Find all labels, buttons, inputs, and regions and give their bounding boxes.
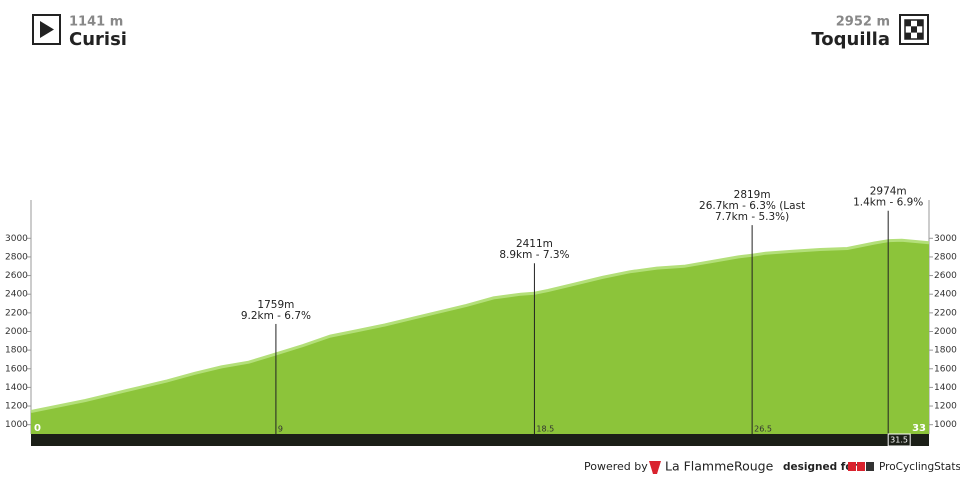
y-tick-label: 2400: [5, 290, 28, 300]
marker-detail: 26.7km - 6.3% (Last: [699, 200, 805, 212]
finish-altitude: 2952 m: [836, 15, 890, 30]
y-tick-label: 1800: [5, 346, 28, 356]
y-tick-label: 1600: [934, 364, 957, 374]
marker-elevation: 2411m: [516, 238, 553, 250]
finish-name: Toquilla: [811, 29, 890, 50]
marker-detail: 8.9km - 7.3%: [499, 249, 569, 261]
marker-detail: 9.2km - 6.7%: [241, 310, 311, 322]
y-tick-label: 1400: [934, 383, 957, 393]
start-altitude: 1141 m: [69, 15, 123, 30]
y-tick-label: 2000: [5, 327, 28, 337]
y-tick-label: 2000: [934, 327, 957, 337]
x-tick-box: [887, 433, 911, 447]
start-icon: [32, 14, 61, 45]
x-end-label: 33: [912, 423, 926, 434]
distance-bar: [31, 434, 929, 446]
y-tick-label: 1800: [934, 346, 957, 356]
x-tick-label: 26.5: [754, 425, 772, 434]
y-tick-label: 1600: [5, 364, 28, 374]
y-tick-label: 2200: [5, 308, 28, 318]
marker-detail: 1.4km - 6.9%: [853, 197, 923, 209]
elevation-area: [31, 240, 929, 434]
y-tick-label: 2400: [934, 290, 957, 300]
footer-designed: designed for: [783, 461, 859, 473]
marker-elevation: 2819m: [734, 189, 771, 201]
y-tick-label: 1200: [934, 402, 957, 412]
marker-detail: 7.7km - 5.3%): [715, 211, 789, 223]
y-tick-label: 3000: [5, 234, 28, 244]
site-logo: [848, 462, 874, 471]
y-tick-label: 3000: [934, 234, 957, 244]
marker-elevation: 2974m: [870, 186, 907, 198]
footer-powered: Powered by: [584, 460, 648, 473]
y-tick-label: 2800: [934, 252, 957, 262]
y-tick-label: 1000: [5, 420, 28, 430]
footer-brand: La FlammeRouge: [665, 459, 774, 474]
y-tick-label: 1400: [5, 383, 28, 393]
marker-elevation: 1759m: [257, 299, 294, 311]
footer-site: ProCyclingStats: [879, 461, 960, 473]
y-tick-label: 2800: [5, 252, 28, 262]
x-end-label: 0: [34, 423, 41, 434]
start-name: Curisi: [69, 29, 127, 50]
elevation-edge: [30, 238, 930, 413]
finish-icon: [899, 14, 929, 45]
x-tick-label: 18.5: [536, 425, 554, 434]
y-tick-label: 1000: [934, 420, 957, 430]
brand-logo: [649, 461, 661, 474]
y-tick-label: 2600: [5, 271, 28, 281]
x-tick-label: 9: [278, 425, 283, 434]
y-tick-label: 1200: [5, 402, 28, 412]
plot: 1000 1000 1200 1200 1400 1400 1600 1600 1800 1800…: [5, 186, 957, 434]
x-axis: 0 9 18.5 26.5 31.5 33: [34, 423, 926, 447]
y-tick-label: 2200: [934, 308, 957, 318]
y-tick-label: 2600: [934, 271, 957, 281]
x-tick-label: 31.5: [890, 436, 908, 445]
